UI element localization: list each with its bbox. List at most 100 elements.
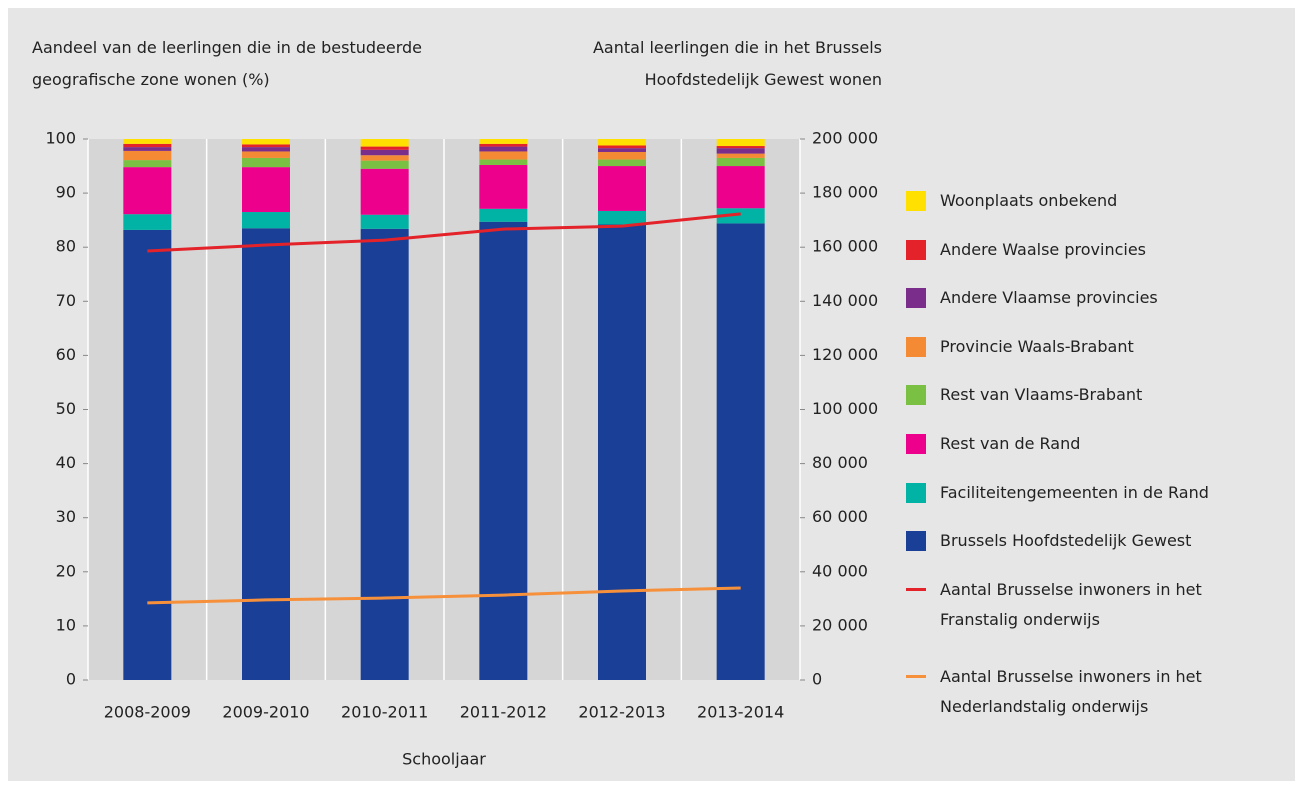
bar-segment (598, 210, 646, 225)
legend-swatch (906, 482, 926, 503)
bar-segment (123, 139, 172, 144)
bar-segment (360, 139, 409, 147)
bar-segment (123, 150, 172, 161)
bar-segment (242, 228, 290, 680)
legend-swatch (906, 531, 926, 552)
x-tick-label: 2008-2009 (104, 703, 191, 722)
y-tick-label: 90 (56, 183, 76, 202)
y2-tick-label: 180 000 (812, 183, 878, 202)
legend-label: Brussels Hoofdstedelijk Gewest (940, 531, 1192, 551)
bar-segment (598, 224, 646, 680)
bar-segment (360, 168, 409, 215)
legend-swatch (906, 674, 926, 678)
bar-segment (716, 139, 765, 147)
line-series (147, 586, 741, 605)
bar-segment (598, 166, 646, 211)
bar-segment (360, 146, 409, 150)
bar-segment (598, 145, 646, 149)
bar-segment (123, 167, 172, 215)
bar-segment (242, 151, 290, 158)
bar-segment (716, 166, 765, 209)
legend-label: Rest van Vlaams-Brabant (940, 385, 1143, 405)
bar-segment (479, 164, 528, 209)
legend-item: Faciliteitengemeenten in de Rand (906, 478, 1246, 508)
y-tick-label: 30 (56, 507, 76, 526)
legend-item: Woonplaats onbekend (906, 186, 1246, 216)
y-tick-label: 10 (56, 615, 76, 634)
bar-segment (123, 147, 172, 151)
bar-segment (360, 155, 409, 161)
y2-tick-label: 100 000 (812, 399, 878, 418)
legend-item: Provincie Waals-Brabant (906, 332, 1246, 362)
legend-label: Rest van de Rand (940, 434, 1081, 453)
x-tick-label: 2012-2013 (578, 703, 665, 722)
legend-item: Rest van de Rand (906, 429, 1246, 459)
bar-segment (242, 212, 290, 229)
legend-label: Andere Waalse provincies (940, 239, 1147, 259)
bar-segment (479, 159, 528, 165)
legend-swatch (906, 434, 926, 454)
y2-tick-label: 140 000 (812, 291, 878, 310)
legend-swatch (906, 336, 926, 357)
legend-item: Andere Waalse provincies (906, 235, 1246, 265)
legend-label: Aantal Brusselse inwoners in het Nederla… (940, 666, 1202, 716)
line-series (147, 212, 741, 253)
y-tick-label: 0 (66, 670, 76, 689)
legend-swatch (906, 239, 926, 260)
y2-tick-label: 200 000 (812, 129, 878, 148)
bar-segment (242, 157, 290, 168)
legend-label: Faciliteitengemeenten in de Rand (940, 482, 1209, 502)
bar-segment (360, 160, 409, 169)
legend-label: Andere Vlaamse provincies (940, 288, 1158, 308)
bar-segment (598, 159, 646, 167)
legend-swatch (906, 288, 926, 309)
y2-tick-label: 160 000 (812, 237, 878, 256)
legend-swatch (906, 191, 926, 211)
x-tick-label: 2009-2010 (222, 703, 309, 722)
legend-label: Aantal Brusselse inwoners in het Fransta… (940, 579, 1202, 629)
bar-segment (242, 167, 290, 213)
bar-segment (360, 149, 409, 156)
bar-segment (479, 146, 528, 152)
bar-segment (479, 221, 528, 680)
bar-segment (242, 144, 290, 148)
legend-item: Aantal Brusselse inwoners in het Fransta… (906, 575, 1246, 639)
bar-segment (479, 139, 528, 144)
x-axis-title: Schooljaar (402, 750, 486, 769)
bar-segment (716, 223, 765, 680)
bar-segment (123, 143, 172, 148)
legend-label: Provincie Waals-Brabant (940, 336, 1134, 356)
y-tick-label: 40 (56, 453, 76, 472)
y-axis-title: Aandeel van de leerlingen die in de best… (32, 38, 422, 89)
y2-tick-label: 40 000 (812, 561, 868, 580)
y-tick-label: 100 (45, 129, 76, 148)
bar-segment (716, 153, 765, 158)
x-tick-label: 2010-2011 (341, 703, 428, 722)
bar-segment (716, 146, 765, 149)
bar-segment (242, 139, 290, 145)
y-tick-label: 20 (56, 561, 76, 580)
bar-segment (598, 139, 646, 146)
bar-segment (360, 228, 409, 680)
y-tick-label: 60 (56, 345, 76, 364)
legend-swatch (906, 385, 926, 406)
legend-item: Andere Vlaamse provincies (906, 283, 1246, 313)
bar-segment (242, 147, 290, 152)
legend-item: Brussels Hoofdstedelijk Gewest (906, 526, 1246, 556)
bar-segment (598, 148, 646, 152)
y2-tick-label: 120 000 (812, 345, 878, 364)
bar-segment (716, 148, 765, 154)
bar-segment (598, 151, 646, 160)
y2-tick-label: 20 000 (812, 615, 868, 634)
bar-segment (479, 208, 528, 222)
y2-tick-label: 60 000 (812, 507, 868, 526)
y-tick-label: 50 (56, 399, 76, 418)
y2-tick-label: 0 (812, 670, 822, 689)
legend-label: Woonplaats onbekend (940, 191, 1118, 210)
y2-axis-title: Aantal leerlingen die in het Brussels Ho… (592, 38, 882, 89)
y-tick-label: 80 (56, 237, 76, 256)
legend-swatch (906, 587, 926, 591)
y-tick-label: 70 (56, 291, 76, 310)
